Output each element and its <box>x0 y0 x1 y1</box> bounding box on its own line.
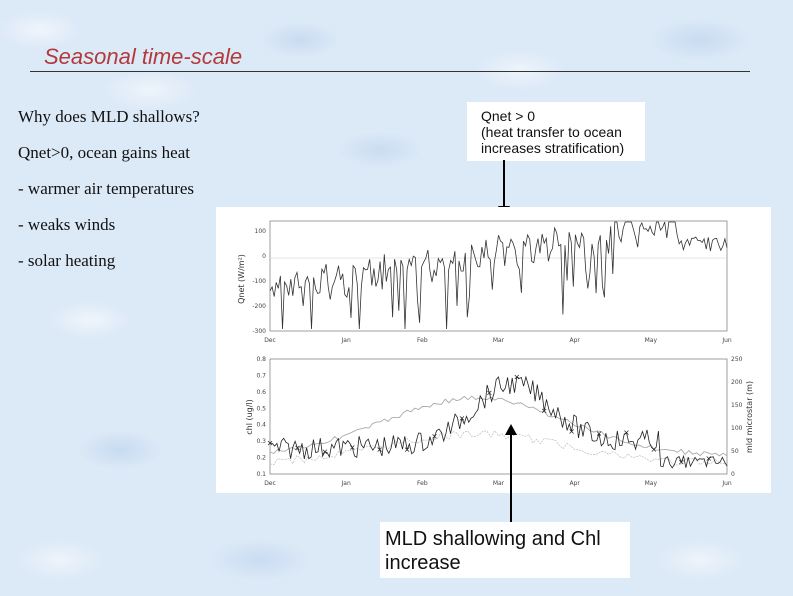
qnet-y-tick-label: -200 <box>252 303 266 310</box>
qnet-x-tick-label: Feb <box>417 337 428 344</box>
chl-y-tick-label: 0.4 <box>256 422 266 429</box>
qnet-y-tick-label: 0 <box>262 253 266 260</box>
qnet-chart: Qnet (W/m²) 100 0 -100 -200 -300 Dec Jan Feb Ma… <box>237 220 732 344</box>
chl-marker <box>322 449 328 455</box>
qnet-x-ticks: Dec Jan Feb Mar Apr May Jun <box>264 337 732 344</box>
qnet-x-tick-label: Jan <box>341 337 351 344</box>
chl-marker <box>514 374 520 380</box>
mld-y-tick-label: 0 <box>731 471 735 478</box>
bullet-question: Why does MLD shallows? <box>18 107 200 126</box>
qnet-chart-frame <box>269 220 728 332</box>
chl-ylabel: chl (ug/l) <box>245 399 254 435</box>
chl-x-tick-label: Jan <box>341 480 351 487</box>
chl-y-ticks: 0.8 0.7 0.6 0.5 0.4 0.3 0.2 0.1 <box>256 356 266 478</box>
chl-marker <box>432 434 437 439</box>
chl-marker <box>487 390 492 396</box>
mld-chl-callout: MLD shallowing and Chl increase <box>380 522 630 578</box>
qnet-callout: Qnet > 0 (heat transfer to ocean increas… <box>467 102 645 161</box>
chl-marker <box>350 445 355 450</box>
mld-y-tick-label: 150 <box>731 402 743 409</box>
chl-x-tick-label: Mar <box>493 480 505 487</box>
chl-y-tick-label: 0.3 <box>256 438 266 445</box>
mld-ylabel: mld microstar (m) <box>745 381 754 453</box>
chl-marker <box>459 416 465 421</box>
bullet-solar-heating: - solar heating <box>18 251 116 270</box>
qnet-y-tick-label: -100 <box>252 278 266 285</box>
chl-marker <box>679 459 684 465</box>
chl-x-tick-label: Dec <box>264 480 276 487</box>
mld-arrow <box>505 424 517 524</box>
bullet-list: Why does MLD shallows? Qnet>0, ocean gai… <box>18 106 200 286</box>
mld-series-line <box>269 395 728 457</box>
bullet-qnet: Qnet>0, ocean gains heat <box>18 143 190 162</box>
qnet-y-tick-label: -300 <box>252 328 266 335</box>
mld-y-tick-label: 200 <box>731 379 743 386</box>
qnet-x-tick-label: Mar <box>493 337 505 344</box>
chl-chart-frame <box>269 358 728 475</box>
title-underline <box>30 71 750 72</box>
chl-x-tick-label: May <box>645 480 658 487</box>
charts-svg: Qnet (W/m²) 100 0 -100 -200 -300 Dec Jan Feb Ma… <box>237 220 754 487</box>
chl-y-tick-label: 0.1 <box>256 471 266 478</box>
chl-markers <box>267 374 711 465</box>
bullet-warmer-air: - warmer air temperatures <box>18 179 195 198</box>
chl-series-line <box>269 375 728 469</box>
chl-marker <box>624 430 629 435</box>
chl-y-tick-label: 0.8 <box>256 356 266 363</box>
qnet-ylabel: Qnet (W/m²) <box>237 254 246 304</box>
slide-title: Seasonal time-scale <box>44 44 243 69</box>
qnet-callout-line1: Qnet > 0 <box>481 108 536 124</box>
chl-marker <box>651 447 657 452</box>
chl-marker <box>404 447 410 452</box>
chl-x-tick-label: Jun <box>721 480 732 487</box>
mld-y-tick-label: 100 <box>731 425 743 432</box>
qnet-callout-line3: increases stratification) <box>481 140 625 156</box>
mld-y-ticks: 250 200 150 100 50 0 <box>731 356 743 478</box>
qnet-x-tick-label: May <box>645 337 658 344</box>
chl-x-ticks: Dec Jan Feb Mar Apr May Jun <box>264 480 732 487</box>
qnet-x-tick-label: Dec <box>264 337 276 344</box>
chl-y-tick-label: 0.7 <box>256 372 266 379</box>
qnet-x-tick-label: Jun <box>721 337 732 344</box>
chl-marker <box>541 408 547 414</box>
bullet-weak-winds: - weaks winds <box>18 215 116 234</box>
qnet-x-tick-label: Apr <box>569 337 580 344</box>
chl-marker <box>596 431 602 436</box>
chl-marker <box>377 447 382 452</box>
chl-marker <box>295 445 300 451</box>
mld-y-tick-label: 50 <box>731 448 739 455</box>
qnet-y-ticks: 100 0 -100 -200 -300 <box>252 228 266 335</box>
mld-y-tick-label: 250 <box>731 356 743 363</box>
chl-y-tick-label: 0.5 <box>256 405 266 412</box>
mld-series-line-secondary <box>269 430 728 466</box>
chl-marker <box>706 456 711 461</box>
chl-x-tick-label: Feb <box>417 480 428 487</box>
qnet-callout-line2: (heat transfer to ocean <box>481 124 622 140</box>
chl-marker <box>267 440 273 446</box>
chl-marker <box>569 429 574 434</box>
chart-panel: Qnet (W/m²) 100 0 -100 -200 -300 Dec Jan Feb Ma… <box>216 207 771 493</box>
chl-x-tick-label: Apr <box>569 480 580 487</box>
chl-y-tick-label: 0.6 <box>256 389 266 396</box>
qnet-series-line <box>269 221 728 330</box>
qnet-y-tick-label: 100 <box>255 228 267 235</box>
chl-y-tick-label: 0.2 <box>256 455 266 462</box>
chl-mld-chart: chl (ug/l) mld microstar (m) 0.80.70.60.… <box>245 356 754 487</box>
